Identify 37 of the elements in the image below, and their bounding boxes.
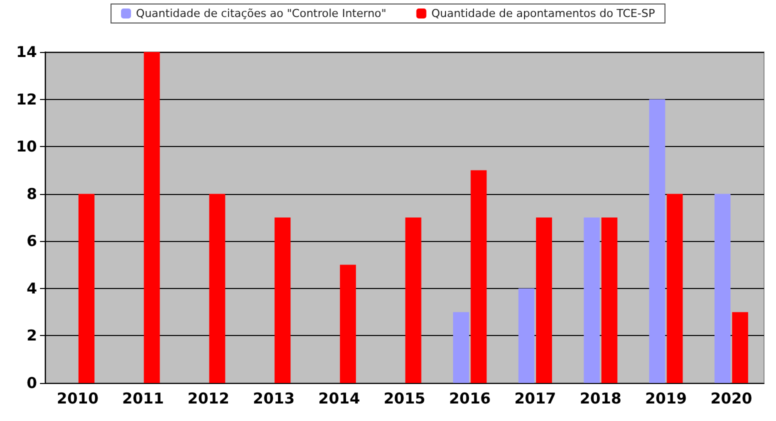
x-tick-label: 2011 <box>122 390 164 408</box>
bar <box>144 52 160 383</box>
x-tick-label: 2017 <box>514 390 556 408</box>
bar <box>209 194 226 383</box>
bar <box>714 194 731 383</box>
bar <box>518 288 534 383</box>
x-tick-label: 2010 <box>56 390 99 408</box>
x-tick-label: 2012 <box>188 390 230 408</box>
bar <box>649 99 666 383</box>
y-tick-label: 10 <box>16 138 37 156</box>
x-tick-label: 2013 <box>252 390 295 408</box>
bar <box>340 264 356 383</box>
x-tick-label: 2016 <box>448 390 491 408</box>
bar <box>78 194 94 383</box>
y-tick-label: 14 <box>16 43 37 61</box>
bar <box>584 218 600 383</box>
x-tick-label: 2015 <box>384 390 426 408</box>
x-tick-label: 2019 <box>645 390 687 408</box>
bar <box>470 170 487 383</box>
y-tick-label: 2 <box>26 326 37 345</box>
bar <box>601 218 618 383</box>
bar <box>666 194 683 383</box>
bar <box>274 218 291 383</box>
legend-label: Quantidade de citações ao "Controle Interno" <box>136 7 386 20</box>
y-tick-label: 12 <box>16 90 37 108</box>
y-tick-label: 4 <box>26 279 37 298</box>
y-tick-label: 0 <box>26 374 37 392</box>
bar <box>405 218 422 383</box>
bar <box>453 312 470 383</box>
legend-label: Quantidade de apontamentos do TCE-SP <box>431 7 656 20</box>
bar <box>536 218 552 383</box>
x-tick-label: 2018 <box>580 390 622 408</box>
x-tick-label: 2020 <box>710 390 752 408</box>
y-tick-label: 6 <box>26 232 37 250</box>
bar <box>732 312 748 383</box>
x-tick-label: 2014 <box>318 390 360 408</box>
y-tick-label: 8 <box>26 184 37 203</box>
